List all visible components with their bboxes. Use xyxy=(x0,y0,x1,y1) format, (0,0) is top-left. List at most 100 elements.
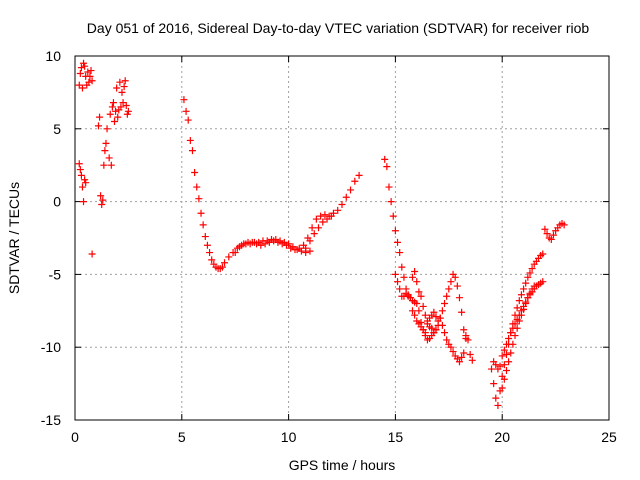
data-point xyxy=(408,273,416,281)
data-point xyxy=(498,384,506,392)
data-point xyxy=(338,201,346,209)
data-point xyxy=(351,177,359,185)
data-point xyxy=(411,267,419,275)
data-point xyxy=(500,346,508,354)
data-point xyxy=(443,292,451,300)
data-point xyxy=(528,265,536,273)
data-point xyxy=(182,107,190,115)
data-point xyxy=(415,307,423,315)
data-point xyxy=(186,136,194,144)
data-point xyxy=(505,358,513,366)
data-point xyxy=(206,249,214,257)
y-tick-label: -10 xyxy=(41,339,61,355)
data-point xyxy=(334,206,342,214)
data-point xyxy=(122,102,130,110)
data-point xyxy=(460,326,468,334)
data-point xyxy=(94,122,102,130)
chart-title: Day 051 of 2016, Sidereal Day-to-day VTE… xyxy=(87,20,590,36)
data-point xyxy=(394,278,402,286)
data-point xyxy=(500,375,508,383)
data-point xyxy=(526,289,534,297)
data-point xyxy=(539,250,547,258)
data-point xyxy=(509,340,517,348)
series-cluster-1.2h xyxy=(94,113,111,209)
data-point xyxy=(498,352,506,360)
data-point xyxy=(415,288,423,296)
grid xyxy=(75,56,609,420)
data-point xyxy=(428,324,436,332)
data-point xyxy=(121,77,129,85)
data-point xyxy=(81,62,89,70)
data-point xyxy=(231,249,239,257)
data-point xyxy=(449,348,457,356)
data-point xyxy=(458,353,466,361)
data-point xyxy=(451,273,459,281)
series-night-3 xyxy=(408,307,440,337)
data-point xyxy=(462,332,470,340)
data-point xyxy=(438,321,446,329)
data-point xyxy=(101,147,109,155)
data-point xyxy=(282,241,290,249)
data-point xyxy=(240,240,248,248)
data-point xyxy=(124,107,132,115)
data-point xyxy=(117,103,125,111)
data-point xyxy=(77,171,85,179)
data-point xyxy=(120,83,128,91)
data-point xyxy=(524,273,532,281)
data-point xyxy=(547,235,555,243)
data-point xyxy=(492,361,500,369)
data-point xyxy=(97,192,105,200)
data-point xyxy=(310,230,318,238)
x-tick-label: 5 xyxy=(178,429,186,445)
data-point xyxy=(114,113,122,121)
data-point xyxy=(342,193,350,201)
data-point xyxy=(347,186,355,194)
data-point xyxy=(188,147,196,155)
data-point xyxy=(398,263,406,271)
data-point xyxy=(494,401,502,409)
data-point xyxy=(103,125,111,133)
data-point xyxy=(488,365,496,373)
data-point xyxy=(511,332,519,340)
data-point xyxy=(323,215,331,223)
x-axis-label: GPS time / hours xyxy=(289,457,396,473)
data-point xyxy=(490,380,498,388)
data-point xyxy=(302,244,310,252)
data-point xyxy=(520,285,528,293)
series-main-arc-3 xyxy=(302,212,335,252)
data-point xyxy=(507,329,515,337)
data-point xyxy=(105,154,113,162)
data-point xyxy=(417,292,425,300)
data-point xyxy=(319,218,327,226)
data-point xyxy=(306,237,314,245)
data-point xyxy=(455,358,463,366)
data-point xyxy=(87,67,95,75)
data-point xyxy=(184,116,192,124)
data-points xyxy=(75,59,568,409)
series-main-arc-1 xyxy=(180,96,314,273)
y-axis-label: SDTVAR / TECUs xyxy=(6,182,22,294)
data-point xyxy=(517,291,525,299)
data-point xyxy=(524,294,532,302)
data-point xyxy=(88,77,96,85)
data-point xyxy=(107,161,115,169)
data-point xyxy=(75,160,83,168)
data-point xyxy=(96,113,104,121)
data-point xyxy=(396,285,404,293)
data-point xyxy=(274,238,282,246)
data-point xyxy=(438,307,446,315)
data-point xyxy=(265,238,273,246)
data-point xyxy=(507,349,515,357)
data-point xyxy=(502,340,510,348)
data-point xyxy=(98,201,106,209)
x-tick-label: 10 xyxy=(281,429,297,445)
data-point xyxy=(466,350,474,358)
data-point xyxy=(208,256,216,264)
data-point xyxy=(408,307,416,315)
data-point xyxy=(80,198,88,206)
data-point xyxy=(430,308,438,316)
data-point xyxy=(421,329,429,337)
x-tick-label: 0 xyxy=(71,429,79,445)
data-point xyxy=(520,305,528,313)
data-point xyxy=(406,294,414,302)
